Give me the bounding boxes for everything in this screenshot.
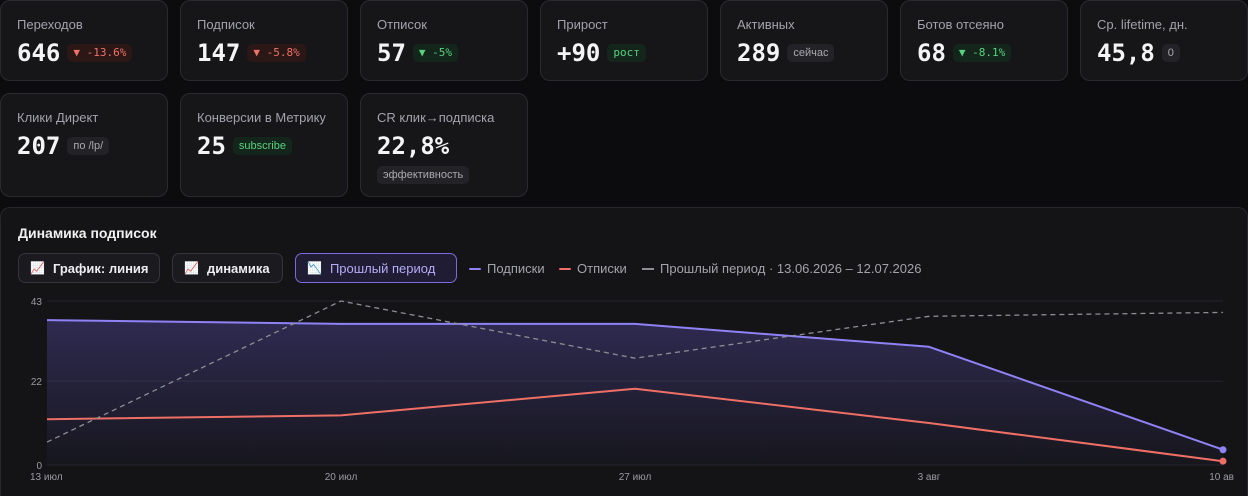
stat-card-growth: Прирост +90 рост	[540, 0, 708, 81]
x-tick-label: 13 июл	[30, 472, 63, 483]
stat-label: Активных	[737, 17, 795, 32]
legend-label: Отписки	[577, 261, 627, 276]
stat-label: Отписок	[377, 17, 427, 32]
stat-value: 45,8	[1097, 39, 1155, 67]
previous-period-toggle[interactable]: 📉 Прошлый период	[295, 253, 457, 283]
stat-card-avg-lifetime: Ср. lifetime, дн. 45,8 0	[1080, 0, 1248, 81]
stat-note-badge: по /lp/	[67, 137, 110, 155]
stat-card-active: Активных 289 сейчас	[720, 0, 888, 81]
series-line-0	[46, 319, 1224, 451]
x-tick-label: 10 ав	[1209, 472, 1234, 483]
chart-axis-labels: 0 22 43 13 июл 20 июл 27 июл 3 авг 10 ав	[30, 297, 1234, 483]
stat-card-subscriptions: Подписок 147 ▼ -5.8%	[180, 0, 348, 81]
x-tick-label: 3 авг	[918, 472, 941, 483]
stat-label: Прирост	[557, 17, 608, 32]
series-end-point	[1219, 446, 1227, 454]
stat-label: Подписок	[197, 17, 255, 32]
subscriptions-line-chart: 0 22 43 13 июл 20 июл 27 июл 3 авг 10 ав	[30, 297, 1234, 483]
legend-swatch	[559, 267, 571, 270]
stat-value: 207	[17, 132, 61, 160]
stat-card-metrika-conversions: Конверсии в Метрику 25 subscribe	[180, 93, 348, 197]
stat-label: Ср. lifetime, дн.	[1097, 17, 1188, 32]
stat-value: +90	[557, 39, 601, 67]
series-line-2	[46, 300, 1224, 443]
stat-change-badge: ▼ -13.6%	[67, 44, 133, 62]
stat-card-unsubscribes: Отписок 57 ▼ -5%	[360, 0, 528, 81]
legend-unsubscribes[interactable]: Отписки	[559, 261, 627, 276]
y-tick-label: 22	[31, 377, 43, 388]
stat-note-badge: 0	[1161, 44, 1180, 62]
stat-note-badge: сейчас	[787, 44, 835, 62]
x-tick-label: 27 июл	[619, 472, 652, 483]
series-line-1	[46, 387, 1224, 463]
legend-label: Подписки	[487, 261, 545, 276]
previous-period-label: Прошлый период	[329, 260, 436, 276]
legend-swatch	[469, 267, 481, 270]
chart-up-icon: 📈	[184, 261, 199, 275]
y-tick-label: 43	[31, 297, 43, 308]
chart-type-label: График: линия	[52, 260, 149, 276]
stat-change-badge: ▼ -5.8%	[247, 44, 306, 62]
series-area-fill	[47, 320, 1223, 465]
stat-value: 22,8%	[377, 132, 450, 160]
stat-value: 25	[197, 132, 226, 160]
legend-subscriptions[interactable]: Подписки	[469, 261, 545, 276]
stat-change-badge: ▼ -8.1%	[952, 44, 1012, 62]
stat-card-bots-filtered: Ботов отсеяно 68 ▼ -8.1%	[900, 0, 1068, 81]
stat-note-badge: subscribe	[232, 137, 292, 155]
stat-label: Конверсии в Метрику	[197, 110, 326, 125]
stat-value: 646	[17, 39, 61, 67]
stat-note-badge: эффективность	[377, 166, 470, 184]
stat-value: 147	[197, 39, 241, 67]
chart-down-icon: 📉	[307, 261, 322, 275]
y-tick-label: 0	[36, 461, 42, 472]
stat-card-transitions: Переходов 646 ▼ -13.6%	[0, 0, 168, 81]
stat-label: Ботов отсеяно	[917, 17, 1004, 32]
stat-value: 57	[377, 39, 406, 67]
stat-change-badge: ▼ -5%	[412, 44, 459, 62]
chart-series	[46, 300, 1227, 465]
stat-label: CR клик→подписка	[377, 110, 495, 125]
legend-swatch	[642, 267, 654, 270]
legend-label: Прошлый период · 13.06.2026 – 12.07.2026	[660, 261, 922, 276]
x-tick-label: 20 июл	[325, 472, 358, 483]
legend-previous-period[interactable]: Прошлый период · 13.06.2026 – 12.07.2026	[642, 261, 921, 276]
stat-card-cr-click-subscription: CR клик→подписка 22,8% эффективность	[360, 93, 528, 197]
chart-up-icon: 📈	[30, 261, 45, 275]
stat-value: 68	[917, 39, 946, 67]
chart-type-button[interactable]: 📈 График: линия	[18, 253, 160, 283]
stat-card-direct-clicks: Клики Директ 207 по /lp/	[0, 93, 168, 197]
stat-change-badge: рост	[607, 44, 646, 62]
stat-value: 289	[737, 39, 781, 67]
dynamics-label: динамика	[206, 260, 270, 276]
dynamics-button[interactable]: 📈 динамика	[172, 253, 283, 283]
stat-label: Клики Директ	[17, 110, 99, 125]
stat-label: Переходов	[17, 17, 83, 32]
series-end-point	[1219, 457, 1227, 465]
panel-title: Динамика подписок	[18, 225, 157, 241]
